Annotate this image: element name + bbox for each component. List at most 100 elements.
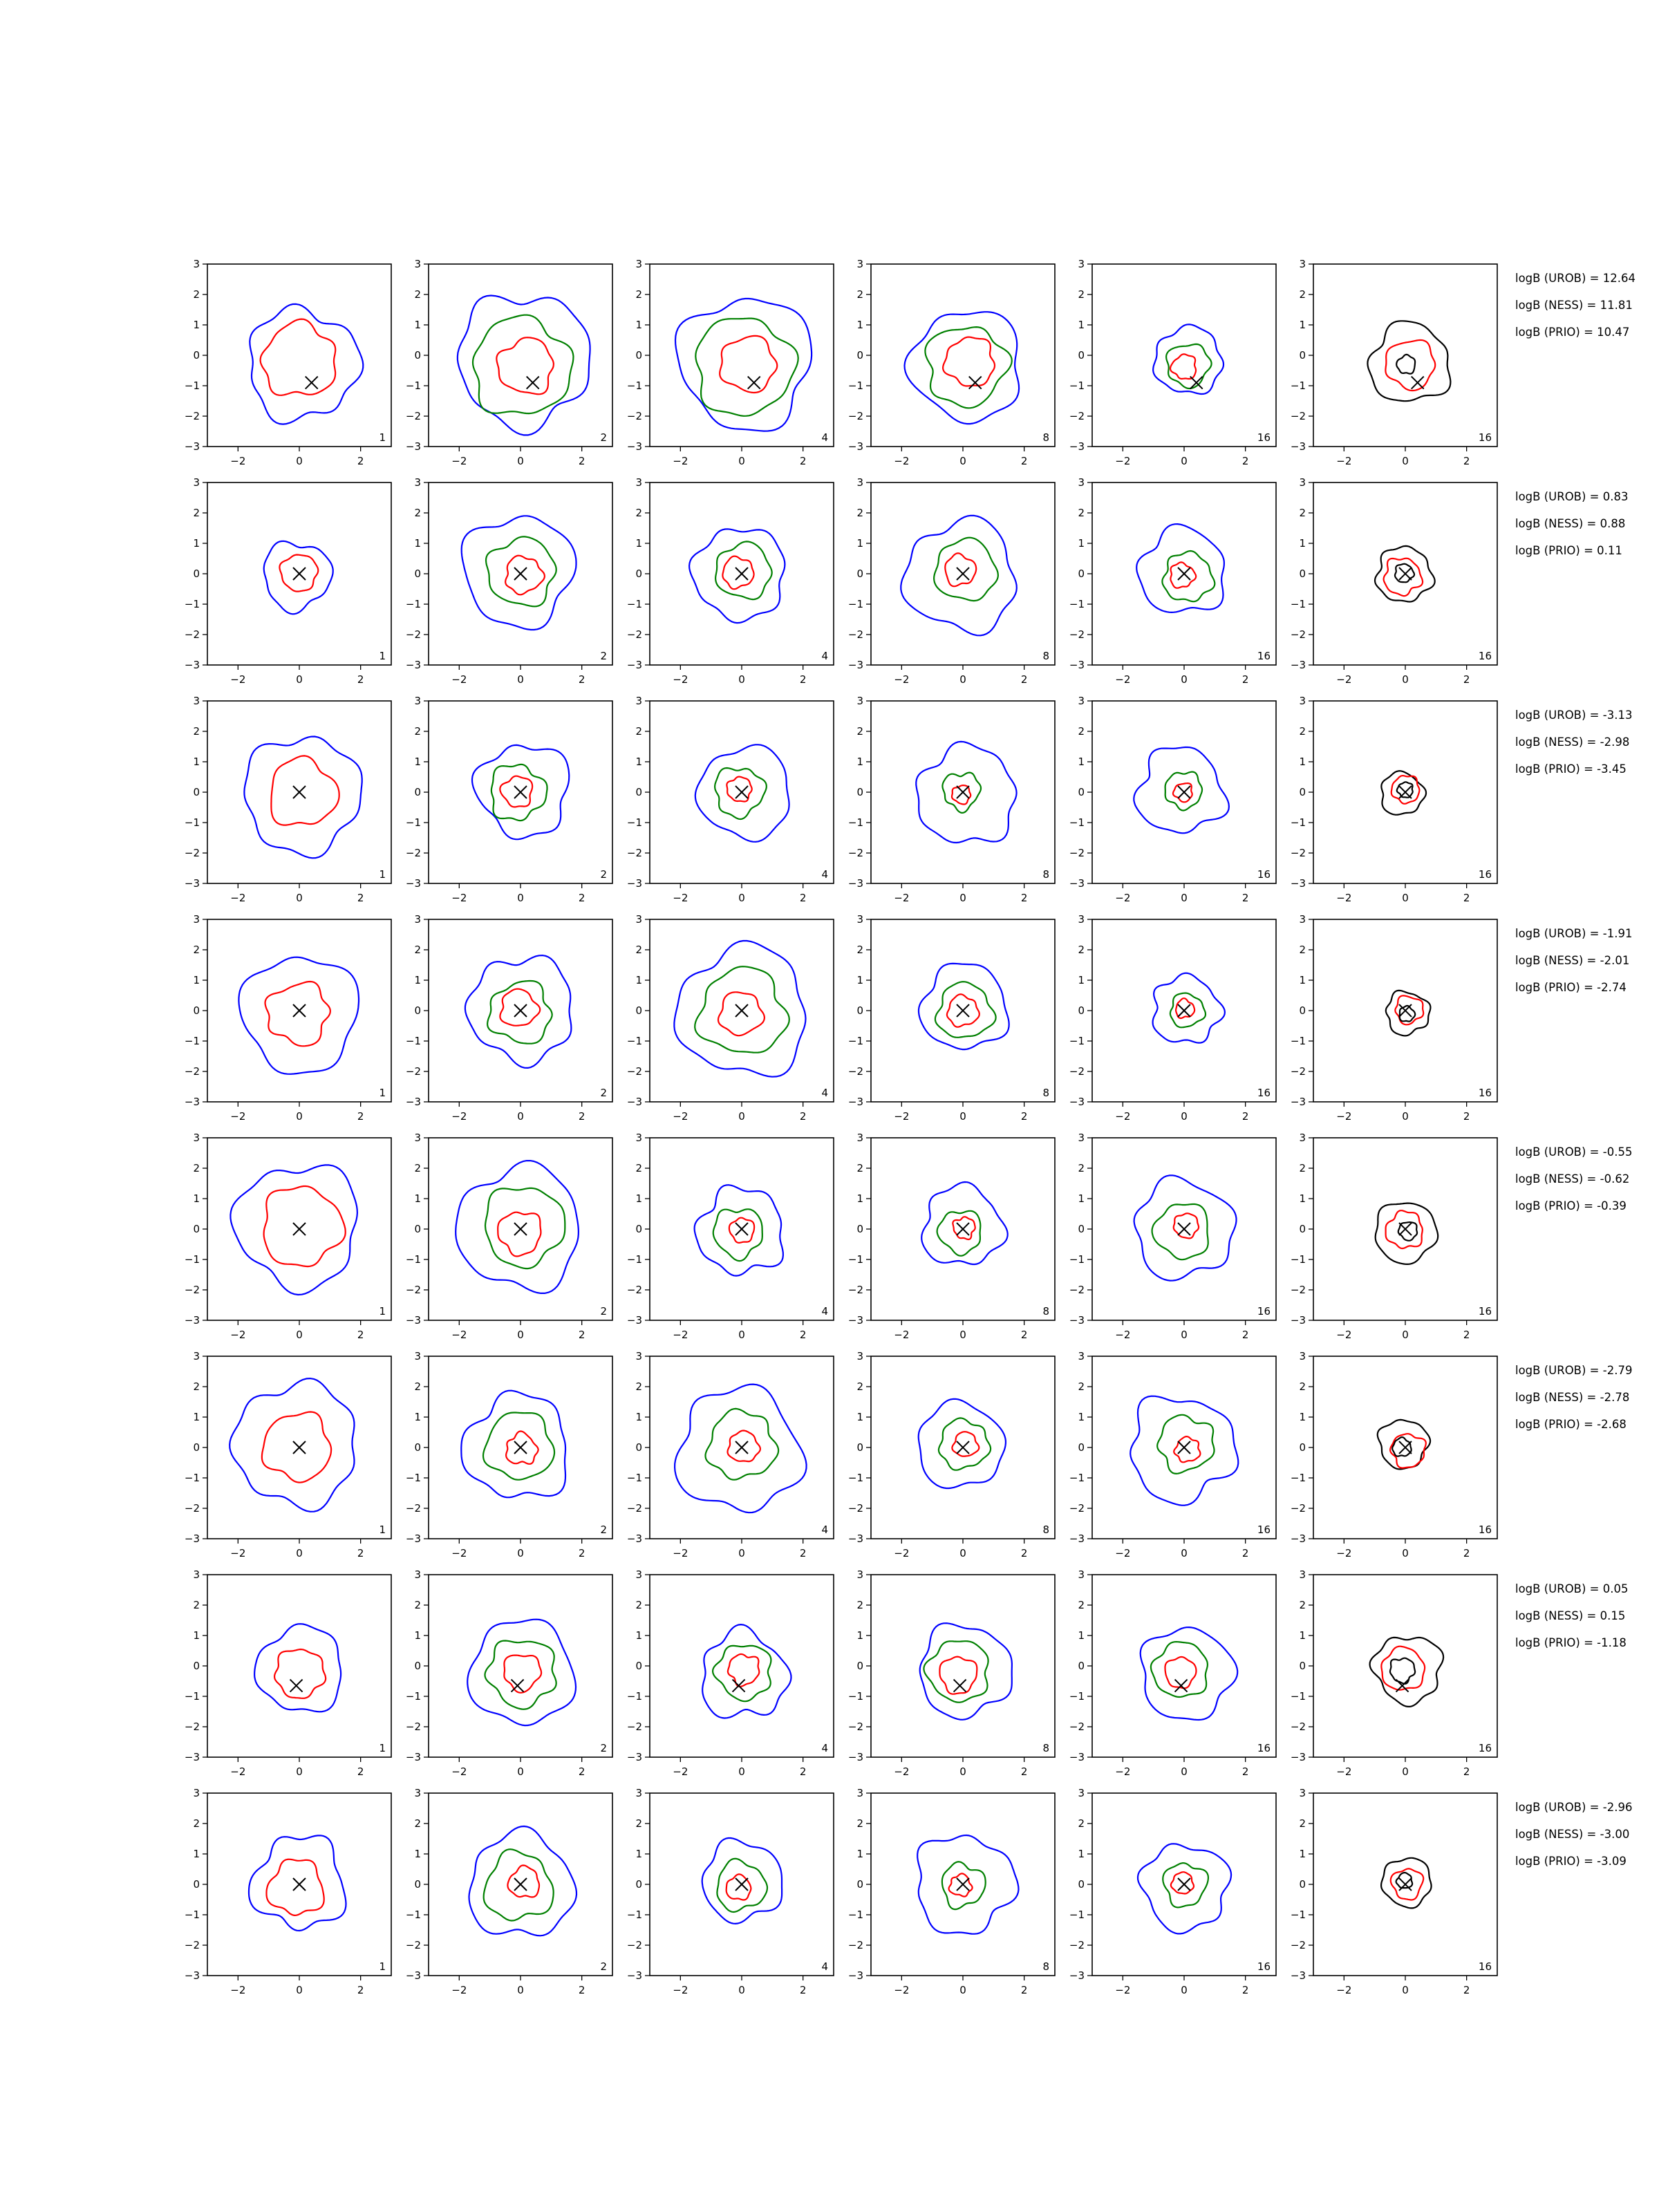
contour-group [229, 1378, 355, 1512]
contour-line-blue [1152, 324, 1225, 395]
logb-annotation: logB (NESS) = -3.00 [1515, 1828, 1629, 1841]
x-tick-label: −2 [894, 1984, 909, 1996]
x-tick-label: 2 [357, 1984, 364, 1996]
x-tick-label: 0 [517, 455, 524, 467]
y-tick-label: 0 [635, 568, 642, 580]
contour-line-black [1374, 1202, 1439, 1265]
y-tick-label: 2 [635, 1817, 642, 1830]
y-tick-label: 0 [1299, 786, 1306, 798]
logb-annotation: logB (PRIO) = -2.68 [1515, 1418, 1627, 1431]
y-tick-label: −1 [1291, 379, 1306, 392]
y-tick-label: 0 [414, 1223, 421, 1235]
contour-line-blue [694, 744, 790, 843]
contour-line-red [505, 554, 545, 596]
contour-line-green [1169, 992, 1207, 1029]
panel-corner-label: 16 [1257, 431, 1271, 444]
x-tick-label: 2 [357, 673, 364, 686]
truth-marker [292, 1222, 306, 1236]
x-tick-label: 0 [1402, 892, 1409, 904]
contour-line-blue [455, 1160, 579, 1294]
y-tick-label: 2 [1078, 944, 1085, 956]
contour-group [917, 1398, 1006, 1490]
x-tick-label: −2 [894, 1765, 909, 1778]
x-tick-label: 0 [1181, 1765, 1188, 1778]
y-tick-label: 0 [635, 1878, 642, 1891]
y-tick-label: −1 [1291, 598, 1306, 610]
y-tick-label: −1 [185, 598, 200, 610]
contour-line-blue [1136, 1843, 1232, 1935]
panel-r5-c5: −2 0 2 −3 −2 −1 0 1 2 3 16 [1069, 1132, 1277, 1341]
y-tick-label: −2 [406, 847, 421, 859]
axes-frame [1091, 1574, 1277, 1758]
logb-annotation: logB (UROB) = 12.64 [1515, 272, 1635, 285]
contour-line-black [1385, 989, 1432, 1037]
contour-line-blue [674, 1383, 807, 1514]
x-tick-label: 0 [738, 455, 745, 467]
x-tick-label: 2 [1242, 1329, 1249, 1341]
panel-r2-c6: −2 0 2 −3 −2 −1 0 1 2 3 16 [1291, 476, 1498, 686]
contour-line-red [279, 554, 319, 592]
y-tick-label: −1 [1069, 1472, 1085, 1484]
y-tick-label: 3 [856, 1350, 863, 1362]
y-tick-label: 3 [414, 1350, 421, 1362]
x-tick-label: −2 [1336, 673, 1351, 686]
contour-group [673, 939, 807, 1078]
y-tick-label: −2 [1069, 1939, 1085, 1951]
y-tick-label: 0 [414, 1004, 421, 1017]
contour-line-green [715, 541, 773, 601]
contour-group [1133, 1174, 1237, 1282]
y-tick-label: 2 [635, 1162, 642, 1174]
y-tick-label: 1 [193, 1192, 200, 1205]
truth-marker [1177, 785, 1191, 799]
truth-marker [1190, 375, 1203, 390]
y-tick-label: −3 [185, 877, 200, 890]
panel-r3-c2: −2 0 2 −3 −2 −1 0 1 2 3 2 [406, 695, 613, 904]
y-tick-label: −2 [406, 410, 421, 422]
x-tick-label: 0 [959, 1329, 966, 1341]
contour-line-red [727, 1653, 760, 1687]
x-tick-label: −2 [894, 455, 909, 467]
y-tick-label: 1 [1299, 1848, 1306, 1860]
axes-frame [870, 263, 1056, 447]
y-tick-label: 2 [635, 944, 642, 956]
contour-group [1136, 523, 1225, 613]
panel-r6-c5: −2 0 2 −3 −2 −1 0 1 2 3 16 [1069, 1350, 1277, 1559]
panel-corner-label: 2 [600, 431, 607, 444]
y-tick-label: 0 [193, 1223, 200, 1235]
contour-group [702, 1624, 792, 1719]
y-tick-label: 3 [856, 1132, 863, 1144]
contour-line-red [727, 1430, 761, 1463]
contour-group [917, 1834, 1020, 1935]
x-tick-label: −2 [673, 673, 688, 686]
contour-line-blue [229, 1164, 358, 1296]
contour-group [247, 1835, 347, 1932]
contour-line-green [471, 314, 574, 415]
contour-group [238, 956, 360, 1075]
contour-line-blue [917, 1398, 1006, 1490]
contour-line-green [1151, 1203, 1209, 1261]
x-tick-label: 2 [1242, 892, 1249, 904]
logb-annotation: logB (NESS) = -2.01 [1515, 954, 1629, 967]
y-tick-label: 0 [1078, 1878, 1085, 1891]
contour-line-red [1172, 1212, 1200, 1239]
x-tick-label: 2 [579, 673, 585, 686]
panel-r8-c3: −2 0 2 −3 −2 −1 0 1 2 3 4 [627, 1787, 834, 1996]
contour-group [471, 744, 570, 841]
y-tick-label: 1 [1078, 974, 1085, 986]
x-tick-label: 0 [517, 673, 524, 686]
x-tick-label: −2 [451, 1110, 467, 1123]
contour-group [921, 1181, 1009, 1266]
y-tick-label: −1 [848, 379, 863, 392]
y-tick-label: 3 [856, 258, 863, 270]
x-tick-label: −2 [451, 892, 467, 904]
panel-r1-c4: −2 0 2 −3 −2 −1 0 1 2 3 8 [848, 258, 1056, 467]
y-tick-label: 2 [193, 1162, 200, 1174]
panel-corner-label: 16 [1257, 868, 1271, 881]
y-tick-label: 3 [1078, 1787, 1085, 1799]
panel-corner-label: 16 [1479, 1087, 1492, 1099]
y-tick-label: 2 [856, 1817, 863, 1830]
y-tick-label: −2 [406, 1284, 421, 1296]
x-tick-label: 2 [1463, 455, 1470, 467]
x-tick-label: 2 [357, 1547, 364, 1559]
contour-line-red [503, 1654, 543, 1694]
